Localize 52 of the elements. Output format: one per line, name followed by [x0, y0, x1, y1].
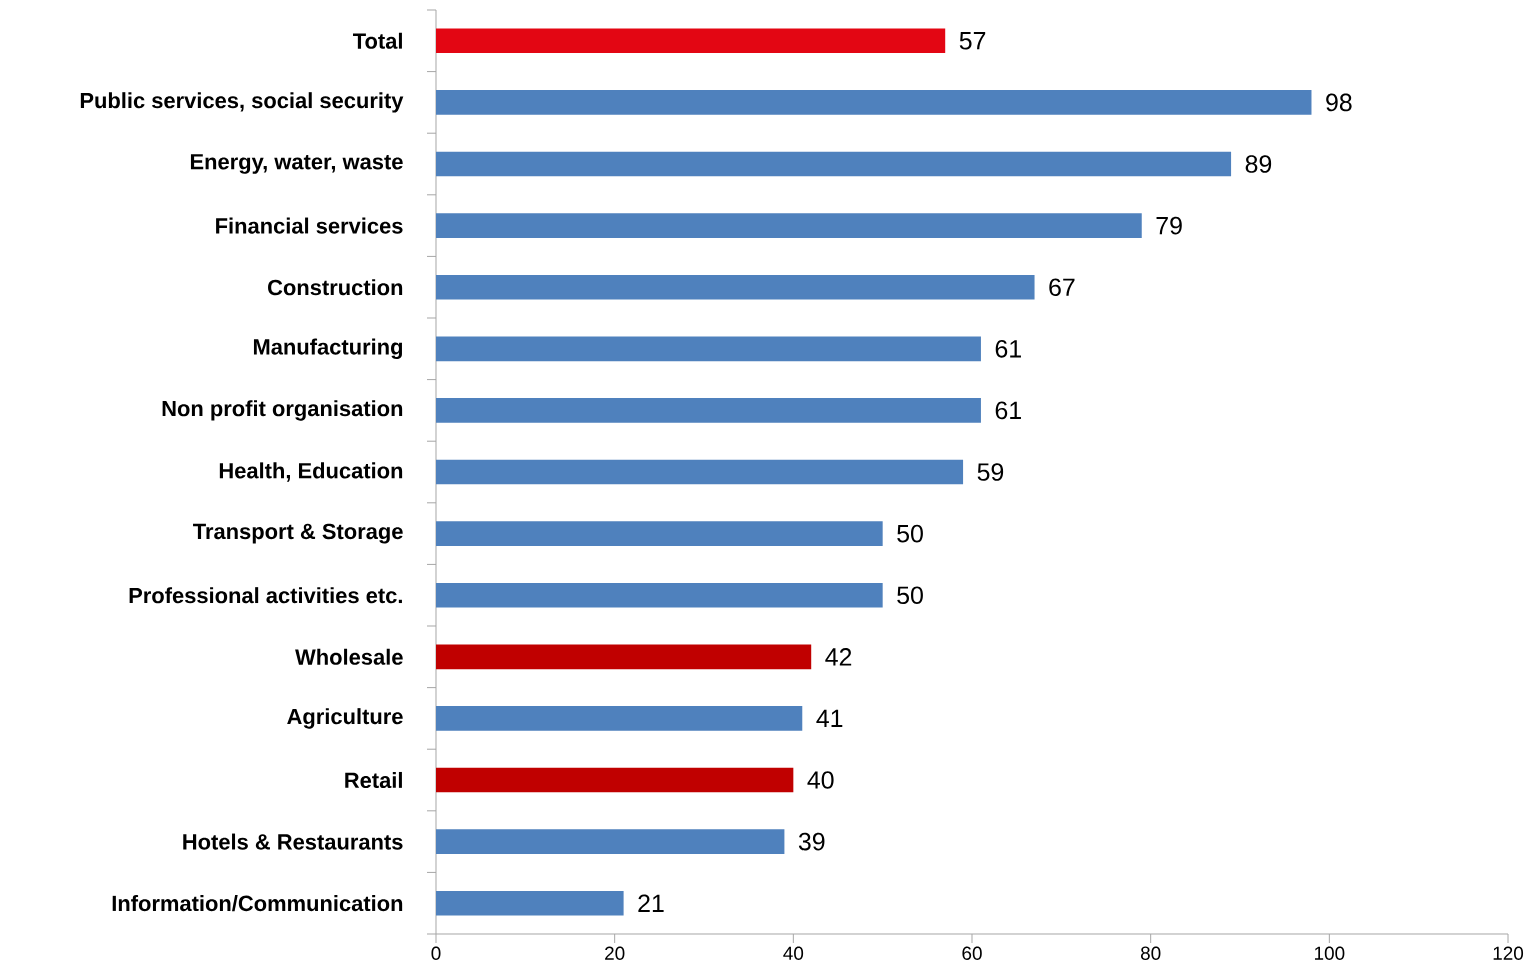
data-label: 61 [995, 339, 1021, 358]
bar [436, 644, 812, 670]
bar [436, 90, 1312, 115]
y-tick-label: Non profit organisation [162, 400, 403, 421]
y-tick-label: Agriculture [287, 708, 403, 729]
data-label: 39 [798, 832, 825, 851]
y-tick-label: Manufacturing [253, 338, 403, 360]
bar [436, 28, 946, 54]
y-tick-label: Health, Education [219, 462, 403, 482]
y-tick-label: Professional activities etc. [129, 587, 402, 604]
data-label: 57 [959, 32, 986, 50]
data-label: 67 [1049, 278, 1075, 297]
data-label: 21 [638, 894, 664, 912]
y-tick-label: Financial services [216, 217, 403, 234]
x-tick-label: 120 [1493, 946, 1524, 960]
y-tick-label: Information/Communication [112, 895, 403, 912]
bar [436, 274, 1035, 300]
bar [436, 706, 803, 731]
data-label: 98 [1326, 93, 1352, 112]
y-tick-label: Retail [345, 771, 402, 789]
bar [436, 521, 883, 546]
bar [436, 582, 883, 608]
bar [436, 398, 981, 423]
data-label: 59 [977, 463, 1004, 481]
x-tick-label: 60 [962, 946, 982, 960]
data-label: 41 [816, 709, 843, 727]
bar [436, 767, 794, 793]
x-tick-label: 40 [783, 946, 804, 960]
y-tick-label: Transport & Storage [193, 523, 403, 544]
bar [436, 890, 624, 916]
y-tick-label: Public services, social security [80, 92, 404, 113]
bar [436, 829, 785, 854]
x-tick-label: 20 [605, 946, 625, 960]
data-label: 50 [897, 586, 923, 605]
y-tick-label: Hotels & Restaurants [183, 833, 403, 850]
y-tick-label: Wholesale [295, 648, 403, 665]
x-tick-label: 100 [1314, 946, 1345, 960]
bar [436, 336, 981, 362]
data-label: 42 [825, 648, 852, 666]
data-label: 89 [1245, 155, 1272, 173]
y-tick-label: Energy, water, waste [190, 154, 403, 174]
data-label: 40 [807, 771, 834, 789]
bar [436, 459, 964, 485]
data-label: 79 [1156, 216, 1182, 235]
y-tick-label: Total [353, 32, 402, 49]
y-tick-label: Construction [268, 279, 403, 296]
bar [436, 151, 1232, 177]
x-tick-label: 80 [1140, 946, 1161, 960]
x-tick-label: 0 [431, 946, 441, 960]
data-label: 50 [897, 524, 923, 543]
data-label: 61 [995, 401, 1021, 420]
bar [436, 213, 1142, 238]
